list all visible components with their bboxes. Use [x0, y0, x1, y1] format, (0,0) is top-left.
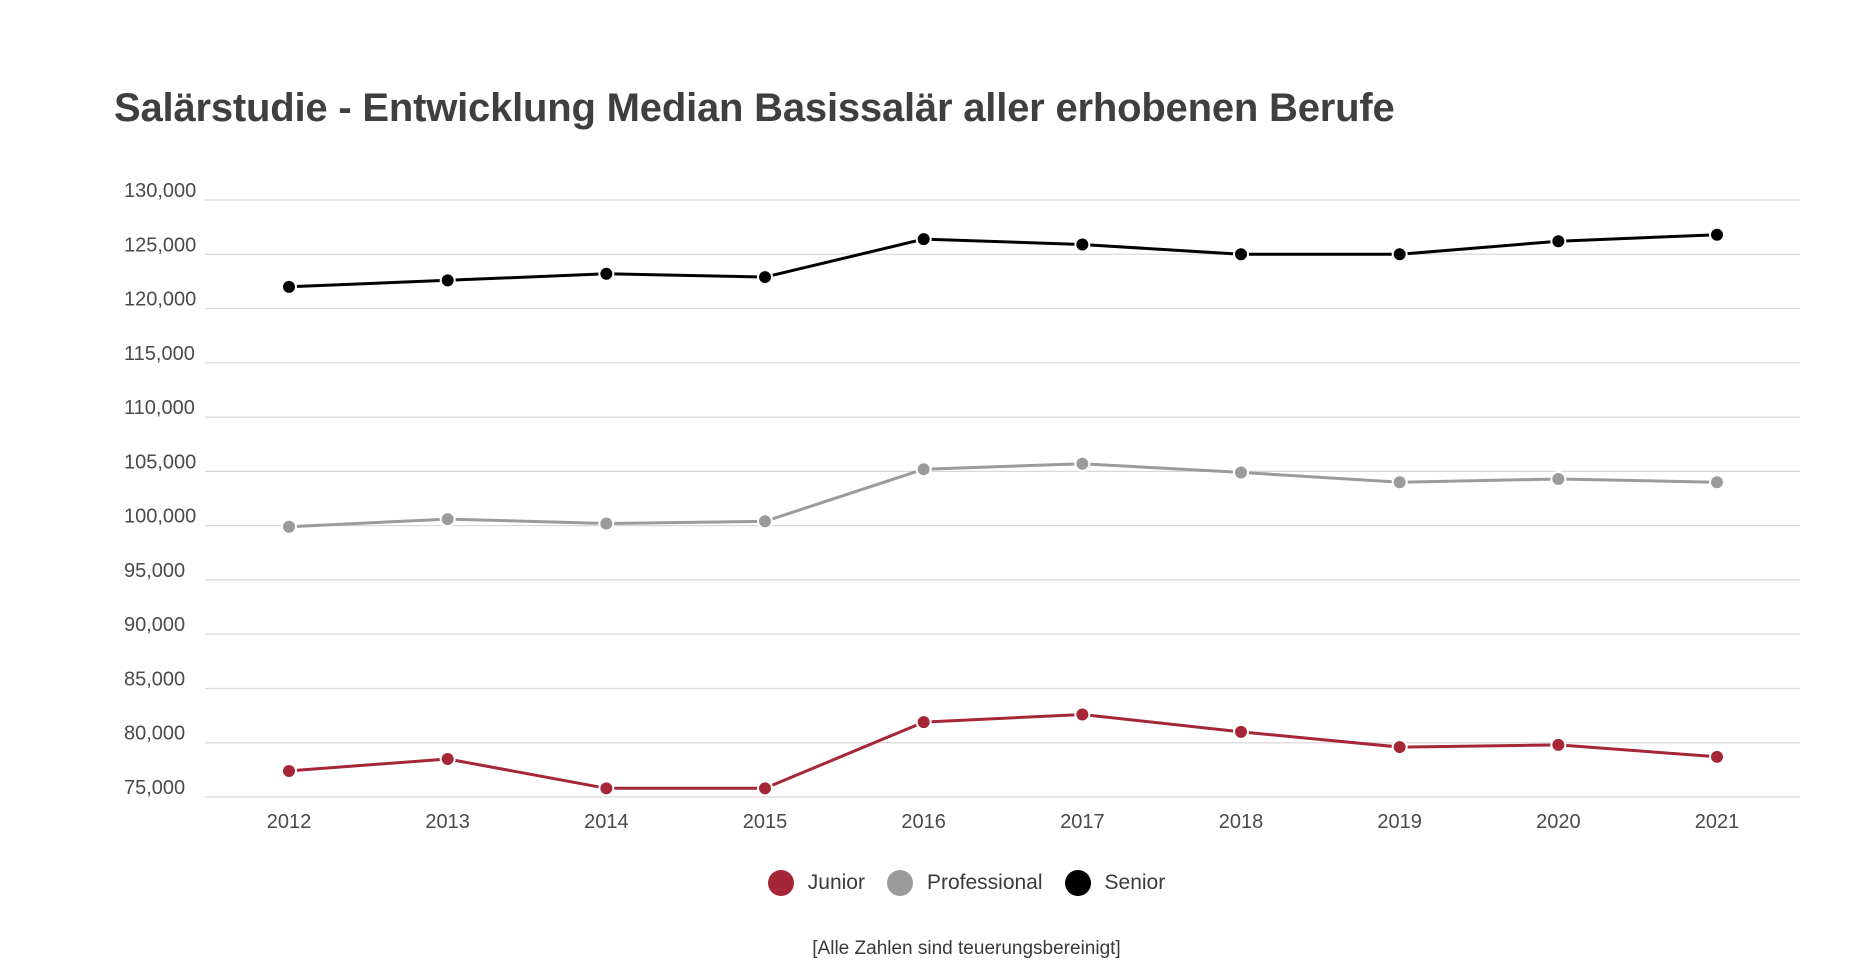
data-point [1233, 464, 1249, 481]
y-tick-label: 85,000 [124, 668, 185, 690]
x-tick-label: 2019 [1377, 811, 1422, 833]
data-point [1233, 246, 1249, 263]
series-line [288, 233, 1718, 289]
y-tick-label: 115,000 [124, 343, 195, 365]
data-point [1391, 474, 1408, 491]
data-point [1074, 236, 1091, 253]
y-tick-label: 105,000 [124, 451, 196, 473]
y-tick-label: 120,000 [124, 289, 196, 311]
chart-footnote: [Alle Zahlen sind teuerungsbereinigt] [812, 938, 1121, 959]
line-chart: 130,000 125,000 120,000 115,000 110,000 105,0… [124, 180, 1800, 833]
data-point [598, 780, 615, 797]
data-point [281, 762, 297, 779]
legend-swatch [1064, 870, 1091, 896]
x-tick-label: 2014 [584, 811, 629, 833]
y-tick-label: 110,000 [124, 397, 195, 419]
x-tick-label: 2021 [1695, 811, 1740, 833]
series-professional [281, 455, 1725, 535]
data-point [439, 511, 456, 528]
data-point [1074, 706, 1091, 723]
y-tick-label: 100,000 [124, 506, 196, 528]
x-tick-label: 2020 [1536, 811, 1581, 833]
data-point [1391, 246, 1408, 263]
series-line [288, 713, 1718, 790]
data-point [757, 269, 773, 286]
data-point [1391, 739, 1408, 756]
legend-item-professional: Professional [886, 870, 1043, 896]
gridlines [205, 199, 1800, 798]
data-point [1074, 455, 1091, 472]
data-point [598, 265, 615, 282]
legend-label: Junior [807, 871, 865, 894]
data-point [915, 231, 932, 248]
legend-swatch [767, 870, 794, 896]
data-point [439, 751, 456, 768]
series-senior [281, 226, 1725, 295]
data-point [1233, 723, 1249, 740]
data-point [1550, 470, 1567, 487]
x-tick-label: 2018 [1219, 811, 1264, 833]
data-point [439, 272, 456, 289]
data-point [1709, 474, 1725, 491]
legend-swatch [886, 870, 913, 896]
data-point [1550, 736, 1567, 753]
y-tick-label: 80,000 [124, 723, 185, 745]
y-tick-label: 130,000 [124, 180, 196, 202]
legend-label: Professional [926, 871, 1043, 894]
data-point [915, 714, 932, 731]
x-tick-label: 2016 [901, 811, 946, 833]
x-tick-label: 2015 [743, 811, 788, 833]
series-junior [281, 706, 1725, 797]
data-point [1550, 233, 1567, 250]
y-tick-label: 95,000 [124, 560, 185, 582]
data-point [757, 780, 773, 797]
x-tick-label: 2017 [1060, 811, 1105, 833]
legend-item-junior: Junior [767, 870, 865, 896]
data-point [757, 513, 773, 530]
data-point [281, 278, 297, 295]
data-point [1709, 748, 1725, 765]
x-tick-label: 2013 [425, 811, 470, 833]
data-point [598, 515, 615, 532]
y-tick-label: 125,000 [124, 234, 196, 256]
legend-item-senior: Senior [1064, 870, 1166, 896]
data-point [915, 461, 932, 478]
chart-title: Salärstudie - Entwicklung Median Basissa… [114, 86, 1395, 130]
data-point [281, 518, 297, 535]
y-tick-label: 75,000 [124, 777, 185, 799]
chart-legend: Junior Professional Senior [0, 870, 1858, 896]
x-tick-label: 2012 [267, 811, 312, 833]
legend-label: Senior [1104, 871, 1166, 894]
data-point [1709, 226, 1725, 243]
y-tick-label: 90,000 [124, 614, 185, 636]
series-line [288, 462, 1718, 529]
